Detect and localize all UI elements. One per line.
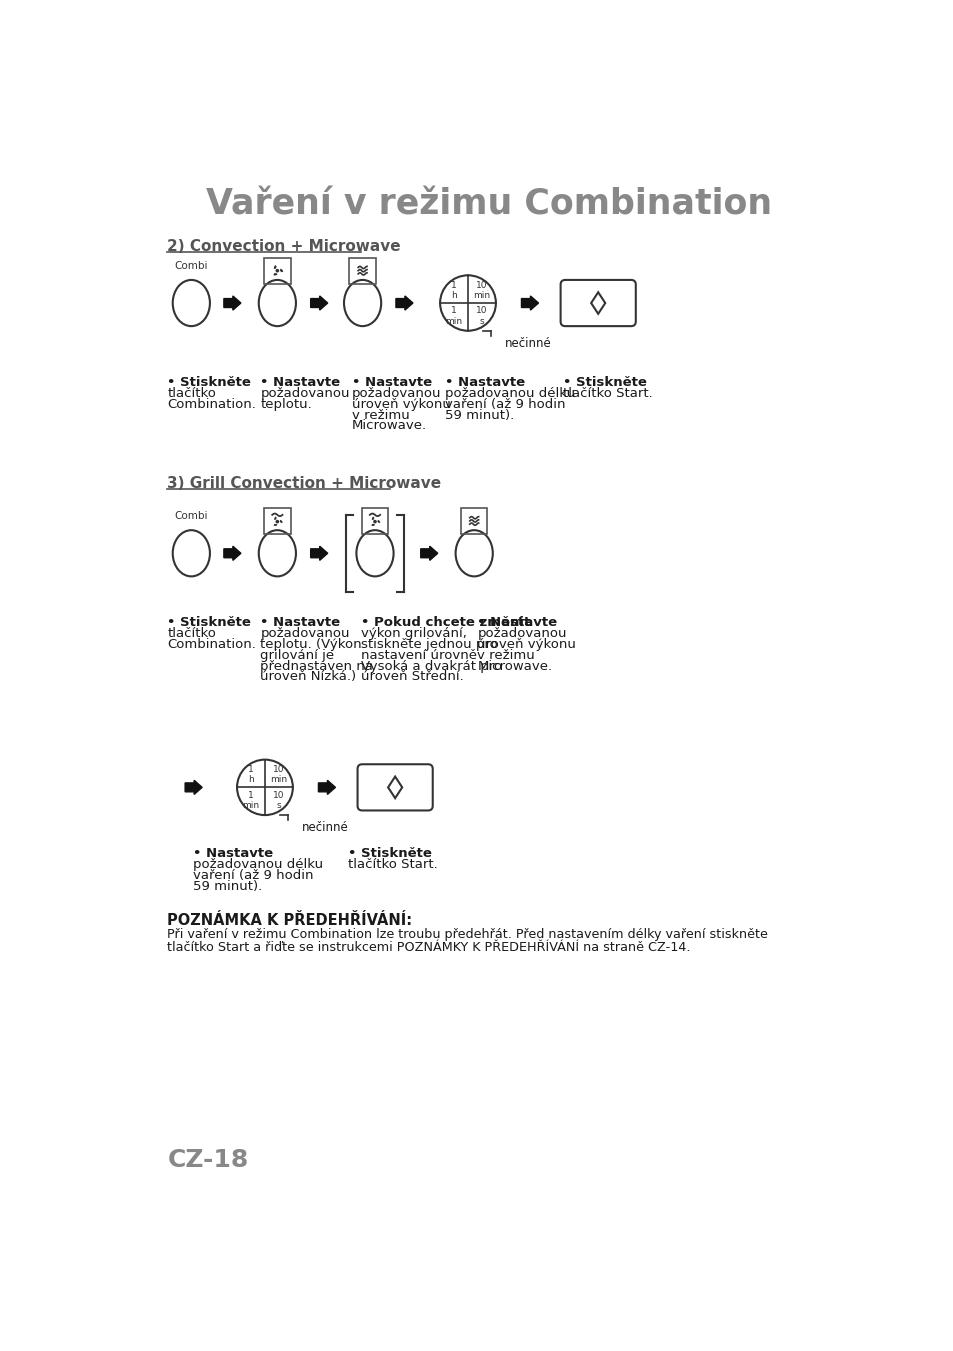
Text: Microwave.: Microwave. [352, 419, 426, 432]
Text: 1: 1 [451, 281, 456, 289]
FancyArrow shape [185, 781, 202, 794]
Text: požadovanou: požadovanou [352, 386, 441, 400]
Text: nastavení úrovně: nastavení úrovně [360, 648, 476, 662]
Text: vaření (až 9 hodin: vaření (až 9 hodin [444, 397, 565, 411]
Text: výkon grilování,: výkon grilování, [360, 627, 466, 640]
Text: požadovanou: požadovanou [476, 627, 566, 640]
Text: POZNÁMKA K PŘEDEHŘÍVÁNÍ:: POZNÁMKA K PŘEDEHŘÍVÁNÍ: [167, 913, 412, 928]
FancyArrow shape [311, 546, 328, 561]
Text: 1: 1 [248, 765, 253, 774]
Text: nečinné: nečinné [505, 336, 552, 350]
Text: • Stiskněte: • Stiskněte [562, 376, 646, 389]
Text: • Nastavte: • Nastavte [444, 376, 524, 389]
Bar [264, 508, 291, 534]
Text: min: min [242, 801, 259, 809]
FancyArrow shape [521, 296, 537, 311]
Text: úroveň výkonu: úroveň výkonu [476, 638, 576, 651]
Text: Microwave.: Microwave. [476, 659, 552, 673]
Text: 10: 10 [273, 790, 284, 800]
Text: požadovanou: požadovanou [260, 627, 350, 640]
Text: v režimu: v režimu [476, 648, 535, 662]
Text: s: s [479, 316, 484, 326]
Text: teplotu. (Výkon: teplotu. (Výkon [260, 638, 361, 651]
Text: požadovanou délku: požadovanou délku [444, 386, 575, 400]
Text: Combi: Combi [174, 261, 208, 272]
Text: • Stiskněte: • Stiskněte [348, 847, 432, 861]
Text: • Nastavte: • Nastavte [260, 616, 340, 630]
Text: Vaření v režimu Combination: Vaření v režimu Combination [206, 188, 771, 222]
Text: úroveň Nízká.): úroveň Nízká.) [260, 670, 356, 684]
Text: Combination.: Combination. [167, 638, 256, 651]
Text: přednastaven na: přednastaven na [260, 659, 373, 673]
Text: 10: 10 [476, 281, 487, 289]
Text: min: min [270, 775, 287, 784]
Text: Combi: Combi [174, 511, 208, 521]
Text: Combination.: Combination. [167, 397, 256, 411]
Text: tlačítko: tlačítko [167, 386, 216, 400]
Text: vaření (až 9 hodin: vaření (až 9 hodin [193, 869, 313, 882]
FancyArrow shape [318, 781, 335, 794]
Text: požadovanou: požadovanou [260, 386, 350, 400]
Bar [460, 508, 487, 534]
FancyArrow shape [311, 296, 328, 311]
Text: min: min [445, 316, 462, 326]
Text: h: h [451, 290, 456, 300]
FancyArrow shape [395, 296, 413, 311]
Text: tlačítko Start a řiďte se instrukcemi POZNÁMKY K PŘEDEHŘÍVÁNÍ na straně CZ-14.: tlačítko Start a řiďte se instrukcemi PO… [167, 940, 690, 954]
Text: 3) Grill Convection + Microwave: 3) Grill Convection + Microwave [167, 477, 441, 492]
Text: 10: 10 [476, 307, 487, 315]
FancyArrow shape [224, 296, 241, 311]
Text: • Nastavte: • Nastavte [193, 847, 273, 861]
Text: • Nastavte: • Nastavte [476, 616, 557, 630]
Text: • Stiskněte: • Stiskněte [167, 376, 251, 389]
Text: stiskněte jednou pro: stiskněte jednou pro [360, 638, 497, 651]
Text: s: s [276, 801, 281, 809]
Text: 10: 10 [273, 765, 284, 774]
Text: grilování je: grilování je [260, 648, 335, 662]
FancyArrow shape [420, 546, 437, 561]
Text: 2) Convection + Microwave: 2) Convection + Microwave [167, 239, 400, 254]
Text: • Nastavte: • Nastavte [352, 376, 432, 389]
Bar [349, 258, 375, 284]
Text: 1: 1 [248, 790, 253, 800]
Text: nečinné: nečinné [302, 821, 349, 834]
Circle shape [276, 520, 278, 523]
Text: Při vaření v režimu Combination lze troubu předehřát. Před nastavením délky vaře: Při vaření v režimu Combination lze trou… [167, 928, 767, 942]
Text: úroveň výkonu: úroveň výkonu [352, 397, 450, 411]
Text: • Pokud chcete změnit: • Pokud chcete změnit [360, 616, 530, 630]
Circle shape [276, 270, 278, 272]
Text: Vysoká a dvakrát pro: Vysoká a dvakrát pro [360, 659, 501, 673]
Text: 1: 1 [451, 307, 456, 315]
Text: požadovanou délku: požadovanou délku [193, 858, 323, 871]
Text: tlačítko Start.: tlačítko Start. [562, 386, 652, 400]
Text: h: h [248, 775, 253, 784]
Text: 59 minut).: 59 minut). [444, 408, 514, 422]
Text: tlačítko: tlačítko [167, 627, 216, 640]
Text: • Nastavte: • Nastavte [260, 376, 340, 389]
Text: tlačítko Start.: tlačítko Start. [348, 858, 437, 871]
Text: min: min [473, 290, 490, 300]
Bar [361, 508, 388, 534]
Text: • Stiskněte: • Stiskněte [167, 616, 251, 630]
Text: 59 minut).: 59 minut). [193, 880, 262, 893]
FancyArrow shape [224, 546, 241, 561]
Circle shape [374, 520, 375, 523]
Text: CZ-18: CZ-18 [167, 1148, 249, 1173]
Text: v režimu: v režimu [352, 408, 409, 422]
Text: úroveň Střední.: úroveň Střední. [360, 670, 463, 684]
Text: teplotu.: teplotu. [260, 397, 312, 411]
Bar [264, 258, 291, 284]
